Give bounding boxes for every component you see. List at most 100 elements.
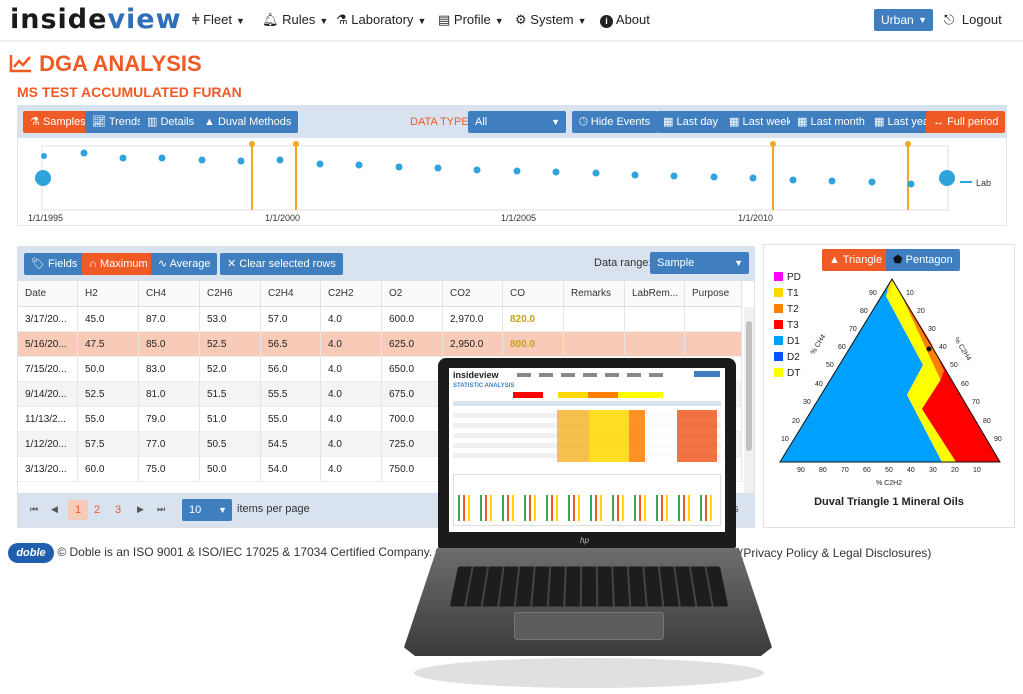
calendar-icon: ▦ bbox=[797, 116, 807, 128]
close-icon: ✕ bbox=[227, 258, 236, 270]
column-header-co2[interactable]: CO2 bbox=[443, 281, 503, 306]
tick-label: 20 bbox=[951, 467, 959, 474]
logout-button[interactable]: ⎋ Logout bbox=[944, 12, 1002, 28]
column-header-c2h6[interactable]: C2H6 bbox=[200, 281, 261, 306]
chart-toolbar: ⚗ Samples 📈︎ Trends ▥ Details ▲ Duval Me… bbox=[17, 105, 1007, 138]
sample-point[interactable] bbox=[81, 150, 88, 157]
sample-point[interactable] bbox=[829, 178, 836, 185]
column-header-purpose[interactable]: Purpose bbox=[685, 281, 742, 306]
range-full-period[interactable]: ↔ Full period bbox=[926, 111, 1005, 133]
cell-purpose bbox=[685, 332, 742, 357]
tick-label: 50 bbox=[826, 362, 834, 369]
chevron-down-icon: ▼ bbox=[734, 252, 743, 274]
sample-point[interactable] bbox=[159, 155, 166, 162]
sample-marker[interactable] bbox=[927, 347, 932, 352]
column-header-o2[interactable]: O2 bbox=[382, 281, 443, 306]
cell-ch4: 77.0 bbox=[139, 432, 200, 457]
cell-ch4: 75.0 bbox=[139, 457, 200, 482]
data-type-label: DATA TYPE: bbox=[410, 116, 472, 128]
sample-point[interactable] bbox=[632, 172, 639, 179]
top-navbar: insideview ⫩ Fleet ▼ 🔔︎ Rules ▼ ⚗ Laborato… bbox=[0, 0, 1023, 40]
tab-details[interactable]: ▥ Details bbox=[140, 111, 201, 133]
range-last-month[interactable]: ▦ Last month bbox=[790, 111, 872, 133]
table-row[interactable]: 5/16/20... 47.5 85.0 52.5 56.5 4.0 625.0 2,950.… bbox=[18, 332, 742, 357]
sample-point[interactable] bbox=[711, 174, 718, 181]
column-header-labremarks[interactable]: LabRem... bbox=[625, 281, 685, 306]
data-range-value: Sample bbox=[657, 257, 694, 269]
user-dropdown[interactable]: Urban ▼ bbox=[874, 9, 933, 31]
nav-laboratory[interactable]: ⚗ Laboratory ▼ bbox=[336, 12, 426, 28]
clear-selected-rows-button[interactable]: ✕ Clear selected rows bbox=[220, 253, 343, 275]
nav-system[interactable]: ⚙ System ▼ bbox=[515, 12, 587, 28]
pentagon-button[interactable]: ⬟ Pentagon bbox=[886, 249, 960, 271]
app-logo[interactable]: insideview bbox=[10, 4, 182, 35]
sample-point[interactable] bbox=[199, 157, 206, 164]
tick-label: 80 bbox=[819, 467, 827, 474]
nav-about[interactable]: i About bbox=[600, 12, 650, 28]
cell-date: 1/12/20... bbox=[18, 432, 78, 457]
laptop-touchpad bbox=[514, 612, 664, 640]
column-header-date[interactable]: Date bbox=[18, 281, 78, 306]
clear-label: Clear selected rows bbox=[239, 258, 336, 270]
sample-point[interactable] bbox=[474, 167, 481, 174]
per-page-select[interactable]: 10 ▼ bbox=[182, 499, 232, 521]
sample-point[interactable] bbox=[41, 153, 47, 159]
sample-point[interactable] bbox=[553, 169, 560, 176]
sample-point[interactable] bbox=[277, 157, 284, 164]
cell-h2: 50.0 bbox=[78, 357, 139, 382]
laptop-lid: insideview STATISTIC ANALYSIS hp bbox=[438, 358, 736, 548]
sample-point[interactable] bbox=[317, 161, 324, 168]
sample-point[interactable] bbox=[671, 173, 678, 180]
tick-label: 20 bbox=[917, 308, 925, 315]
sample-point[interactable] bbox=[790, 177, 797, 184]
sample-point[interactable] bbox=[435, 165, 442, 172]
page-2-button[interactable]: 2 bbox=[94, 504, 100, 516]
sample-point[interactable] bbox=[396, 164, 403, 171]
column-header-c2h2[interactable]: C2H2 bbox=[321, 281, 382, 306]
sample-point[interactable] bbox=[869, 179, 876, 186]
sample-point[interactable] bbox=[593, 170, 600, 177]
hide-events-button[interactable]: 🕒︎ Hide Events bbox=[572, 111, 657, 133]
range-handle-left[interactable] bbox=[35, 170, 51, 186]
column-header-co[interactable]: CO bbox=[503, 281, 564, 306]
average-button[interactable]: ∿ Average bbox=[151, 253, 217, 275]
first-page-icon[interactable]: ⏮ bbox=[30, 504, 38, 515]
page-subtitle: MS TEST ACCUMULATED FURAN bbox=[17, 84, 242, 100]
column-header-c2h4[interactable]: C2H4 bbox=[261, 281, 321, 306]
cell-c2h6: 51.0 bbox=[200, 407, 261, 432]
column-header-remarks[interactable]: Remarks bbox=[564, 281, 625, 306]
range-last-week[interactable]: ▦ Last week bbox=[722, 111, 799, 133]
sample-point[interactable] bbox=[514, 168, 521, 175]
table-row[interactable]: 3/17/20... 45.0 87.0 53.0 57.0 4.0 600.0 2,970.… bbox=[18, 307, 742, 332]
cell-ch4: 83.0 bbox=[139, 357, 200, 382]
page-1-button[interactable]: 1 bbox=[68, 500, 88, 520]
nav-fleet[interactable]: ⫩ Fleet ▼ bbox=[192, 12, 245, 28]
last-page-icon[interactable]: ⏭ bbox=[157, 504, 165, 515]
sample-timeline[interactable]: Lab 1/1/1995 1/1/2000 1/1/2005 1/1/2010 bbox=[17, 138, 1007, 226]
data-type-select[interactable]: All ▼ bbox=[468, 111, 566, 133]
sample-point[interactable] bbox=[238, 158, 245, 165]
next-page-icon[interactable]: ▶ bbox=[137, 504, 144, 515]
data-range-select[interactable]: Sample ▼ bbox=[650, 252, 749, 274]
sample-point[interactable] bbox=[356, 162, 363, 169]
maximum-button[interactable]: ∩ Maximum bbox=[82, 253, 155, 275]
tab-duval-methods[interactable]: ▲ Duval Methods bbox=[197, 111, 298, 133]
sample-point[interactable] bbox=[908, 181, 915, 188]
prev-page-icon[interactable]: ◀ bbox=[51, 504, 58, 515]
cell-h2: 52.5 bbox=[78, 382, 139, 407]
nav-rules[interactable]: 🔔︎ Rules ▼ bbox=[262, 12, 328, 28]
doble-logo[interactable]: doble bbox=[8, 543, 54, 563]
cell-c2h2: 4.0 bbox=[321, 457, 382, 482]
sample-point[interactable] bbox=[750, 175, 757, 182]
page-3-button[interactable]: 3 bbox=[115, 504, 121, 516]
tick-label: 1/1/2000 bbox=[265, 213, 300, 223]
sample-point[interactable] bbox=[120, 155, 127, 162]
triangle-button[interactable]: ▲ Triangle bbox=[822, 249, 889, 271]
nav-profile[interactable]: ▤ Profile ▼ bbox=[438, 12, 504, 28]
column-header-ch4[interactable]: CH4 bbox=[139, 281, 200, 306]
tab-samples[interactable]: ⚗ Samples bbox=[23, 111, 93, 133]
column-header-h2[interactable]: H2 bbox=[78, 281, 139, 306]
range-handle-right[interactable] bbox=[939, 170, 955, 186]
range-last-day[interactable]: ▦ Last day bbox=[656, 111, 725, 133]
fields-button[interactable]: 🏷︎ Fields bbox=[24, 253, 84, 275]
